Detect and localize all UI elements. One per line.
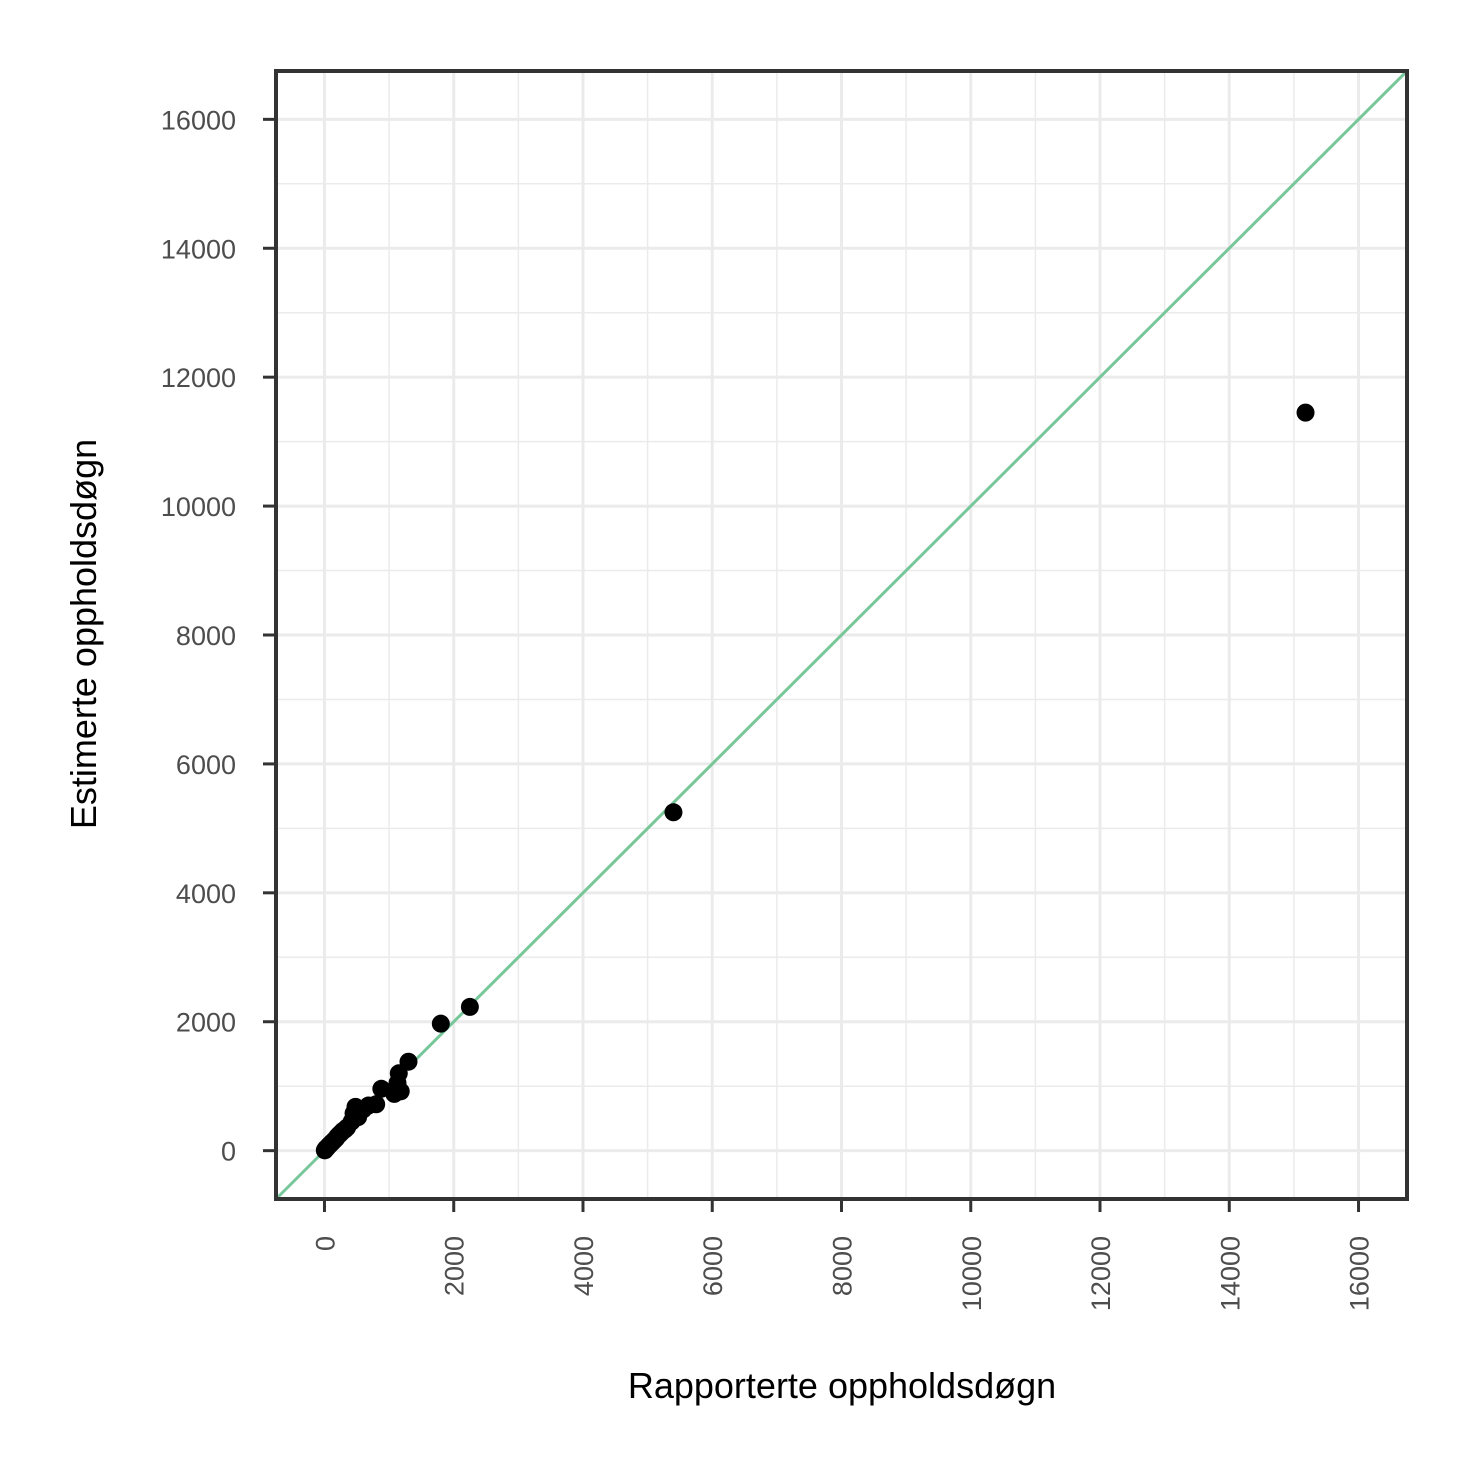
x-axis: 0 2000 4000 6000 8000 10000 12000 14000 16000 <box>310 1201 1375 1311</box>
y-tick-label: 12000 <box>161 363 236 393</box>
data-points <box>315 403 1315 1160</box>
x-tick-label: 8000 <box>828 1236 858 1296</box>
data-point <box>1296 403 1315 422</box>
x-tick-label: 16000 <box>1345 1236 1375 1311</box>
y-axis-title: Estimerte oppholdsdøgn <box>63 439 104 829</box>
plot-frame <box>274 69 1409 1201</box>
y-tick-label: 6000 <box>176 750 236 780</box>
x-tick-label: 6000 <box>698 1236 728 1296</box>
data-point <box>460 997 479 1016</box>
y-tick-label: 14000 <box>161 234 236 264</box>
data-point <box>391 1082 410 1101</box>
grid-lines <box>276 71 1407 1199</box>
y-tick-label: 16000 <box>161 105 236 135</box>
y-tick-label: 8000 <box>176 621 236 651</box>
y-tick-label: 4000 <box>176 879 236 909</box>
x-tick-label: 4000 <box>569 1236 599 1296</box>
data-point <box>399 1052 418 1071</box>
x-tick-label: 0 <box>310 1236 340 1251</box>
data-point <box>431 1014 450 1033</box>
x-axis-title: Rapporterte oppholdsdøgn <box>628 1365 1056 1406</box>
data-point <box>664 803 683 822</box>
x-tick-label: 2000 <box>440 1236 470 1296</box>
x-tick-label: 14000 <box>1215 1236 1245 1311</box>
y-axis: 0 2000 4000 6000 8000 10000 12000 14000 16000 <box>161 105 274 1167</box>
x-tick-label: 12000 <box>1086 1236 1116 1311</box>
y-tick-label: 10000 <box>161 492 236 522</box>
x-tick-label: 10000 <box>957 1236 987 1311</box>
data-point <box>367 1095 386 1114</box>
y-tick-label: 2000 <box>176 1008 236 1038</box>
y-tick-label: 0 <box>221 1137 236 1167</box>
